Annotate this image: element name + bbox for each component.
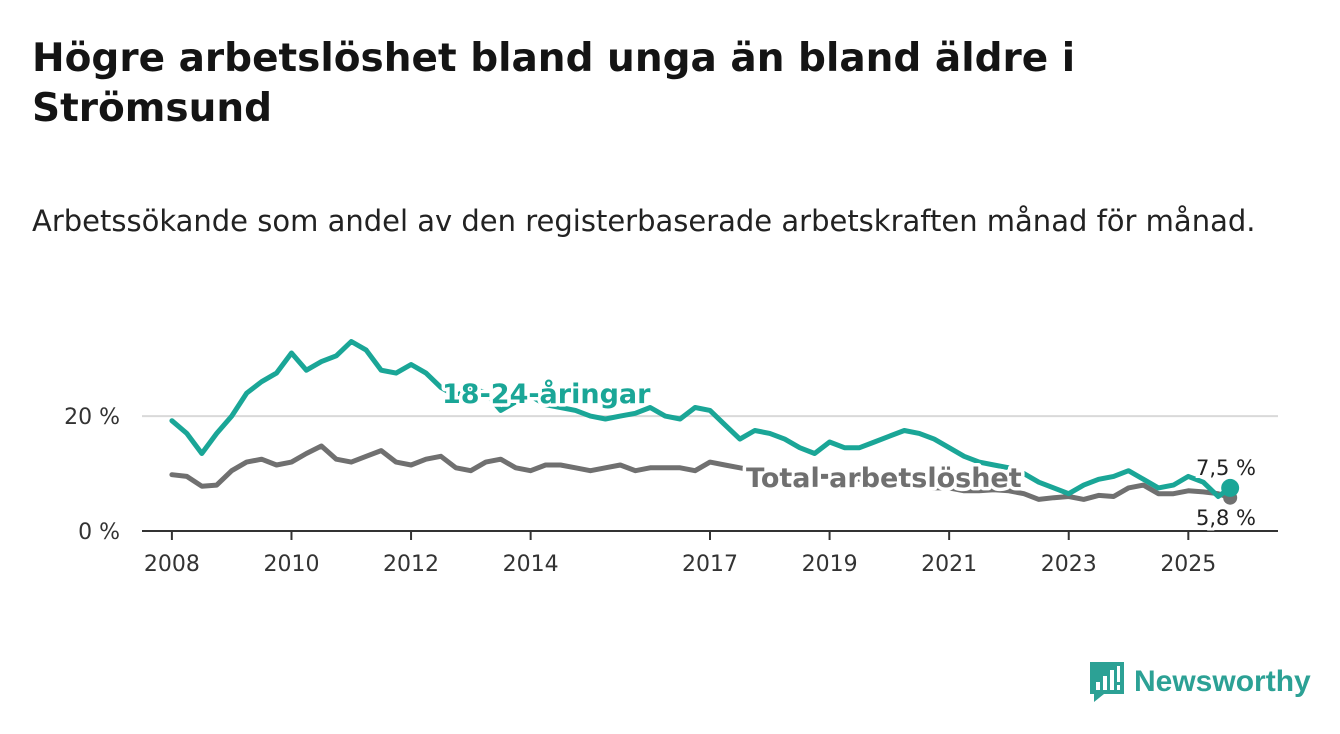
series-label: Total arbetslöshet [746, 463, 1022, 494]
line-chart: 0 % 20 % 2008 2010 2012 2014 2017 2019 2021 2023 2… [64, 339, 1278, 577]
x-tick-label: 2014 [503, 552, 559, 577]
newsworthy-logo: Newsworthy [1088, 660, 1311, 704]
series-label: 18-24-åringar [442, 378, 651, 410]
series-line-total [169, 443, 1233, 502]
y-tick-label: 0 % [78, 520, 120, 545]
x-tick-label: 2017 [682, 552, 738, 577]
chart-subtitle: Arbetssökande som andel av den registerb… [32, 204, 1256, 238]
series-line-youth [169, 339, 1233, 499]
series-end-point [1221, 478, 1240, 497]
x-tick-label: 2019 [802, 552, 858, 577]
end-value-label: 5,8 % [1196, 506, 1256, 530]
x-tick-label: 2021 [921, 552, 977, 577]
x-tick-label: 2008 [144, 552, 200, 577]
y-tick-label: 20 % [64, 405, 120, 430]
x-tick-label: 2025 [1160, 552, 1216, 577]
newsworthy-logo-icon [1090, 662, 1124, 702]
x-tick-label: 2012 [383, 552, 439, 577]
chart-title: Högre arbetslöshet bland unga än bland ä… [32, 36, 1076, 131]
end-value-label: 7,5 % [1196, 456, 1256, 480]
x-tick-label: 2010 [263, 552, 319, 577]
x-tick-label: 2023 [1041, 552, 1097, 577]
brand-name: Newsworthy [1134, 665, 1311, 698]
